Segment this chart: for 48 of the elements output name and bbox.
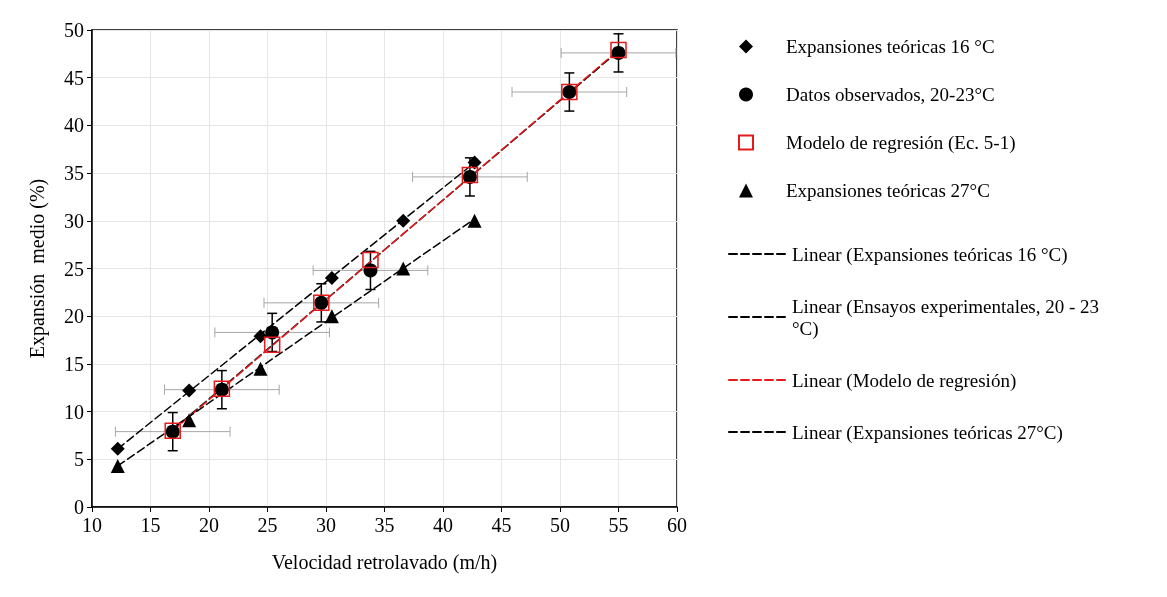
point (362, 251, 379, 269)
x-tick-label: 20 (199, 514, 219, 536)
point (610, 41, 627, 59)
x-tick-label: 45 (491, 514, 512, 536)
x-tick-label: 35 (374, 514, 395, 536)
point (611, 45, 626, 60)
y-axis-title: Expansión medio (%) (26, 178, 49, 359)
point (467, 155, 482, 170)
legend-label: Linear (Expansiones teóricas 16 °C) (792, 243, 1068, 266)
y-tick-label: 20 (64, 305, 84, 328)
x-tick-label: 60 (667, 514, 687, 536)
point (263, 336, 281, 354)
y-tick-label: 25 (64, 257, 84, 280)
legend-label: Expansiones teóricas 16 °C (786, 36, 995, 57)
y-tick-label: 40 (64, 114, 84, 137)
x-tick-label: 55 (608, 514, 629, 536)
point (110, 458, 125, 473)
x-tick-label: 15 (140, 514, 161, 536)
y-tick-label: 50 (64, 19, 84, 41)
y-tick-label: 0 (74, 496, 84, 518)
point (253, 361, 268, 376)
point (182, 413, 197, 428)
legend-label: Linear (Modelo de regresión) (792, 369, 1017, 392)
y-tick-label: 15 (64, 352, 84, 375)
y-tick-label: 5 (74, 448, 84, 471)
legend-label: Expansiones teóricas 27°C (786, 180, 990, 201)
point (253, 329, 268, 344)
y-tick-label: 30 (64, 209, 84, 232)
legend-label: Modelo de regresión (Ec. 5-1) (786, 132, 1016, 154)
legend-label: Linear (Ensayos experimentales, 20 - 23 °C) (792, 295, 1104, 340)
point (467, 213, 482, 228)
point (182, 383, 197, 398)
point (110, 441, 125, 456)
point (324, 309, 339, 324)
x-axis-title: Velocidad retrolavado (m/h) (271, 551, 498, 574)
x-tick-label: 50 (550, 514, 570, 536)
legend-label: Datos observados, 20-23°C (786, 84, 995, 105)
x-tick-label: 40 (433, 514, 453, 536)
x-tick-label: 25 (257, 514, 278, 536)
point (396, 261, 411, 276)
y-tick-label: 10 (64, 400, 84, 423)
point (396, 213, 411, 228)
point (324, 271, 339, 286)
x-tick-label: 30 (316, 514, 336, 536)
y-tick-label: 45 (64, 66, 84, 89)
y-tick-label: 35 (64, 162, 84, 185)
point (265, 325, 280, 340)
legend-label: Linear (Expansiones teóricas 27°C) (792, 421, 1063, 444)
